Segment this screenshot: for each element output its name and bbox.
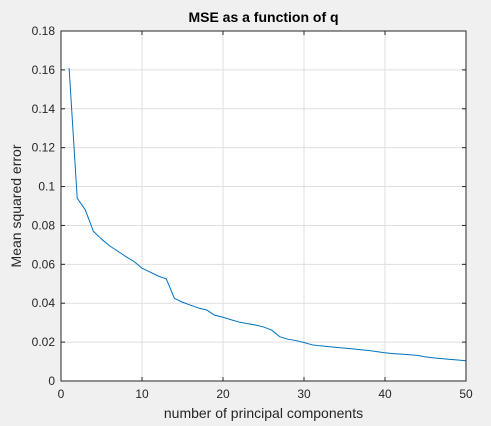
y-tick-label: 0.1 bbox=[38, 180, 55, 194]
x-grid bbox=[141, 31, 386, 381]
y-tick-label: 0.08 bbox=[32, 218, 56, 232]
y-tick-label: 0 bbox=[48, 374, 55, 388]
y-tick-label: 0.02 bbox=[32, 335, 56, 349]
y-tick-label: 0.04 bbox=[32, 296, 56, 310]
y-tick-label: 0.14 bbox=[32, 102, 56, 116]
x-axis-label: number of principal components bbox=[164, 405, 363, 421]
x-tick-label: 50 bbox=[459, 387, 473, 401]
y-tick-label: 0.16 bbox=[32, 63, 56, 77]
x-tick-label: 10 bbox=[135, 387, 149, 401]
x-tick-label: 0 bbox=[58, 387, 65, 401]
y-tick-labels: 0 0.02 0.04 0.06 0.08 0.1 0.12 0.14 0.16 0.18 bbox=[32, 24, 56, 388]
chart-title: MSE as a function of q bbox=[188, 9, 338, 25]
x-tick-labels: 0 10 20 30 40 50 bbox=[58, 387, 473, 401]
y-ticks bbox=[61, 30, 466, 382]
y-tick-label: 0.06 bbox=[32, 257, 56, 271]
y-grid bbox=[61, 69, 466, 343]
x-tick-label: 20 bbox=[216, 387, 230, 401]
plot-area bbox=[61, 31, 466, 381]
x-ticks bbox=[60, 31, 467, 381]
series-line bbox=[68, 67, 467, 362]
axes-box bbox=[60, 30, 467, 382]
x-tick-label: 30 bbox=[297, 387, 311, 401]
axes-frame bbox=[60, 30, 467, 382]
y-tick-label: 0.18 bbox=[32, 24, 56, 38]
y-tick-label: 0.12 bbox=[32, 141, 56, 155]
y-axis-label: Mean squared error bbox=[8, 144, 24, 267]
x-tick-label: 40 bbox=[378, 387, 392, 401]
